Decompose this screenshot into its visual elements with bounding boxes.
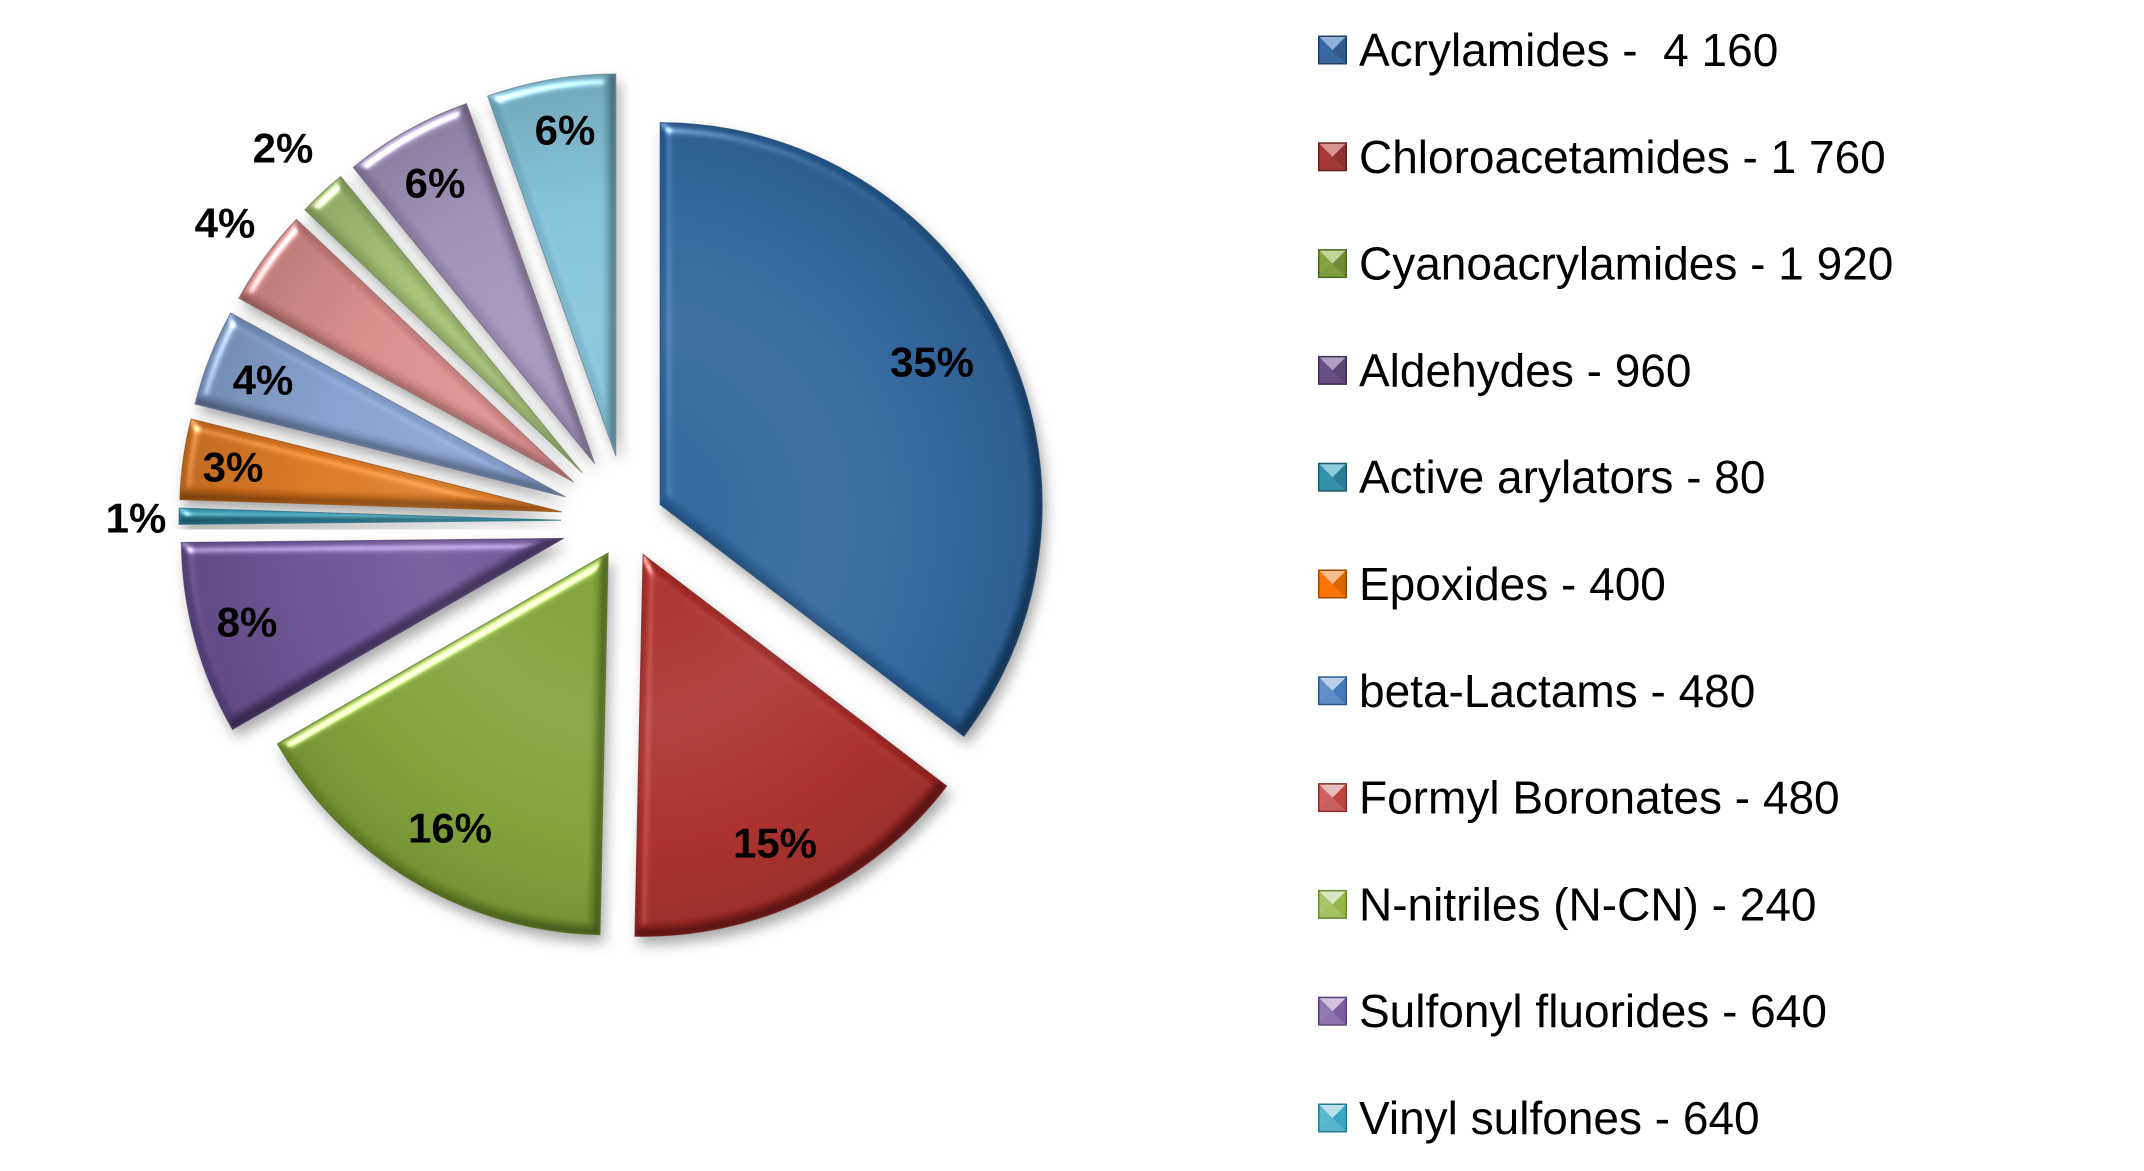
svg-text:Aldehydes - 960: Aldehydes - 960 <box>1359 344 1691 396</box>
svg-text:4%: 4% <box>195 200 256 247</box>
svg-text:1%: 1% <box>106 495 167 542</box>
svg-text:Formyl Boronates - 480: Formyl Boronates - 480 <box>1359 772 1840 824</box>
svg-text:N-nitriles (N-CN) - 240: N-nitriles (N-CN) - 240 <box>1359 878 1816 930</box>
svg-text:Cyanoacrylamides - 1 920: Cyanoacrylamides - 1 920 <box>1359 238 1893 290</box>
svg-text:16%: 16% <box>408 805 492 852</box>
svg-text:6%: 6% <box>405 160 466 207</box>
svg-text:Epoxides - 400: Epoxides - 400 <box>1359 558 1666 610</box>
svg-text:Chloroacetamides - 1 760: Chloroacetamides - 1 760 <box>1359 131 1886 183</box>
svg-text:35%: 35% <box>890 339 974 386</box>
svg-text:beta-Lactams - 480: beta-Lactams - 480 <box>1359 665 1755 717</box>
svg-text:3%: 3% <box>203 444 264 491</box>
svg-text:4%: 4% <box>233 357 294 404</box>
svg-text:15%: 15% <box>733 820 817 867</box>
svg-text:Acrylamides - 4 160: Acrylamides - 4 160 <box>1359 24 1778 76</box>
svg-text:6%: 6% <box>535 107 596 154</box>
svg-text:8%: 8% <box>217 599 278 646</box>
svg-text:Vinyl sulfones - 640: Vinyl sulfones - 640 <box>1359 1092 1760 1144</box>
svg-text:Sulfonyl fluorides - 640: Sulfonyl fluorides - 640 <box>1359 985 1827 1037</box>
svg-text:Active arylators - 80: Active arylators - 80 <box>1359 451 1765 503</box>
svg-text:2%: 2% <box>253 125 314 172</box>
